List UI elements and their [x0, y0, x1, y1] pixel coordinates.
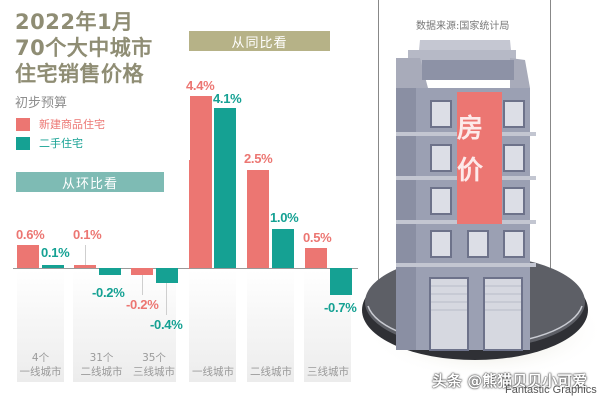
banner-text-1: 房 [457, 114, 484, 144]
mom-header: 从环比看 [16, 172, 164, 192]
category-count: 35个 [142, 352, 166, 364]
legend-swatch-new-homes [16, 117, 30, 131]
watermark-sub: Fantastic Graphics [505, 384, 597, 396]
bar-mom-tier2-new [74, 265, 96, 268]
category-label: 一线城市 [192, 366, 234, 378]
subtitle: 初步预算 [15, 96, 68, 111]
legend-label: 二手住宅 [39, 137, 83, 150]
title-line-1: 2022年1月 [15, 10, 134, 34]
bar-mom-tier1-new [17, 245, 39, 268]
divider-line [189, 160, 190, 269]
category-label: 4个 一线城市 [17, 351, 64, 379]
value-label: 0.1% [41, 245, 70, 260]
column-bg [17, 270, 64, 382]
bar-mom-tier2-second [99, 268, 121, 275]
value-label: 2.5% [244, 151, 273, 166]
bar-mom-tier1-second [42, 265, 64, 268]
bar-yoy-tier3-new [305, 248, 327, 268]
value-label: 0.1% [73, 227, 102, 242]
legend-label: 新建商品住宅 [39, 118, 105, 131]
category-label: 三线城市 [307, 366, 349, 378]
title-line-3: 住宅销售价格 [15, 62, 144, 86]
category-label: 31个 二线城市 [73, 351, 130, 379]
category-name: 二线城市 [80, 366, 123, 378]
bar-mom-tier3-second [156, 268, 178, 283]
value-label: -0.2% [126, 297, 159, 312]
value-label: 1.0% [270, 210, 299, 225]
bar-yoy-tier1-new [190, 96, 212, 268]
building-illustration [362, 40, 600, 380]
value-label: 4.4% [186, 78, 215, 93]
value-label: -0.2% [92, 285, 125, 300]
leader-line [85, 245, 86, 265]
banner-text-2: 价 [457, 156, 484, 186]
column-bg [73, 270, 130, 382]
value-label: 4.1% [213, 91, 242, 106]
bar-yoy-tier2-second [272, 229, 294, 268]
illustration-frame [378, 0, 551, 290]
category-label: 35个 三线城市 [129, 351, 179, 379]
legend-swatch-second-hand [16, 136, 30, 150]
legend-item-new-homes: 新建商品住宅 [16, 117, 105, 131]
bar-yoy-tier3-second [330, 268, 352, 295]
value-label: 0.5% [303, 230, 332, 245]
column-bg [129, 270, 176, 382]
legend-item-second-hand: 二手住宅 [16, 136, 83, 150]
value-label: -0.7% [324, 300, 357, 315]
column-bg [247, 270, 294, 382]
category-count: 4个 [31, 352, 50, 364]
bar-mom-tier3-new [131, 268, 153, 275]
title-line-2: 70个大中城市 [15, 36, 153, 60]
category-count: 31个 [89, 352, 114, 364]
category-name: 三线城市 [133, 366, 175, 378]
data-source: 数据来源:国家统计局 [416, 21, 510, 32]
value-label: -0.4% [150, 317, 183, 332]
bar-yoy-tier1-second [214, 108, 236, 268]
bar-yoy-tier2-new [247, 170, 269, 268]
yoy-header: 从同比看 [189, 31, 330, 51]
yoy-axis [186, 268, 358, 269]
value-label: 0.6% [16, 227, 45, 242]
column-bg [189, 270, 236, 382]
category-label: 二线城市 [250, 366, 292, 378]
category-name: 一线城市 [19, 366, 62, 378]
leader-line [166, 283, 167, 315]
leader-line [142, 275, 143, 295]
watermark: 头条 @熊猫贝贝小可爱 [432, 372, 588, 390]
